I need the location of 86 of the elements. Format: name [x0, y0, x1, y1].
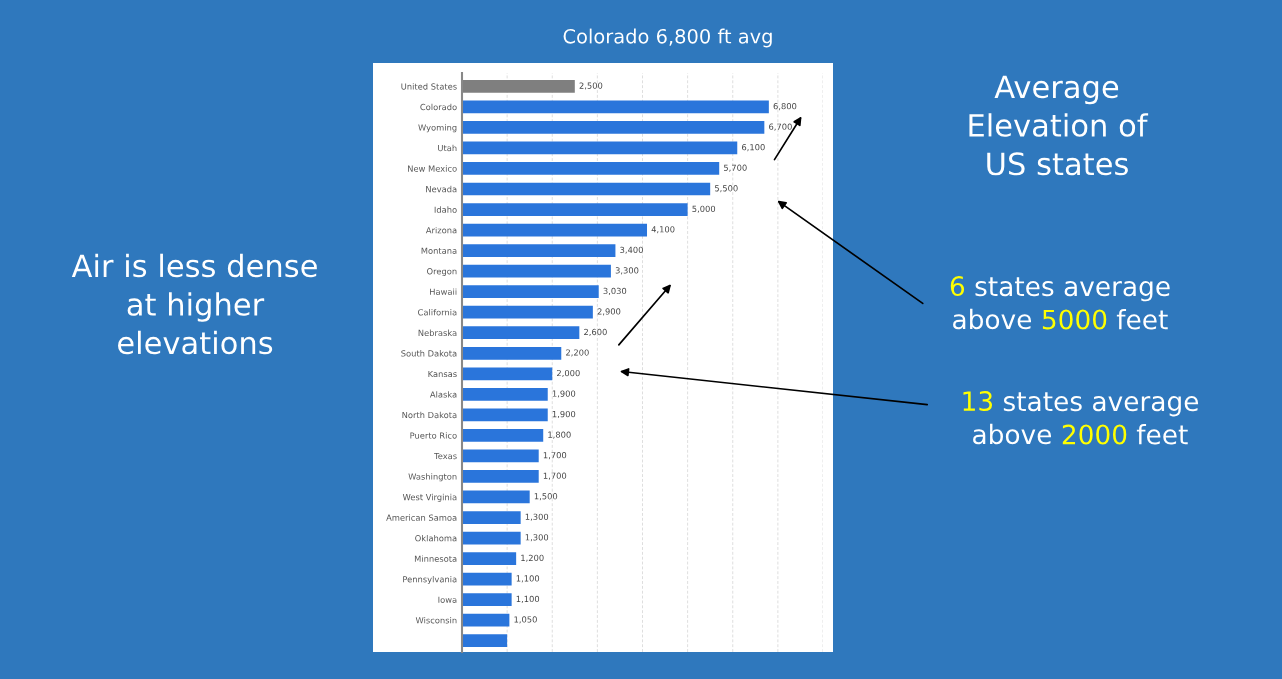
bar	[462, 305, 593, 319]
y-tick-label: Nebraska	[418, 329, 457, 337]
bar	[462, 511, 521, 524]
bar	[462, 162, 720, 175]
bar	[462, 141, 738, 155]
bar	[462, 572, 512, 586]
bar	[462, 121, 765, 134]
y-tick-label: Arizona	[425, 226, 457, 234]
bar	[462, 223, 648, 237]
y-tick-label: Utah	[438, 144, 457, 152]
bar	[462, 552, 517, 565]
bar	[462, 326, 580, 340]
chart-title: Colorado 6,800 ft avg	[563, 28, 772, 48]
bar	[462, 367, 553, 381]
data-label: 6,800	[773, 102, 797, 111]
data-label: 1,700	[543, 472, 567, 480]
data-label: 5,700	[724, 164, 747, 172]
data-label: 1,800	[548, 431, 571, 439]
bar	[462, 100, 769, 114]
y-tick-label: Oregon	[427, 268, 457, 277]
bar	[462, 449, 539, 463]
y-tick-label: Alaska	[429, 391, 457, 398]
y-tick-label: Texas	[434, 453, 457, 460]
y-tick-label: North Dakota	[402, 411, 457, 419]
y-tick-label: Colorado	[420, 103, 457, 111]
data-label: 6,700	[769, 123, 792, 131]
bar	[462, 408, 548, 422]
data-label: 6,100	[742, 144, 765, 152]
data-label: 1,500	[534, 493, 558, 501]
y-tick-label: Washington	[408, 473, 457, 482]
data-label: 1,100	[516, 595, 540, 603]
data-label: 3,030	[603, 287, 627, 295]
bar	[462, 634, 508, 648]
y-tick-label: Minnesota	[414, 555, 457, 562]
bar	[462, 264, 611, 278]
bar	[462, 285, 599, 299]
data-label: 3,300	[615, 267, 639, 275]
y-tick-label: Puerto Rico	[410, 432, 457, 439]
bar	[462, 470, 539, 483]
y-tick-label: South Dakota	[401, 350, 457, 357]
data-label: 5,500	[715, 185, 738, 193]
bar	[462, 613, 510, 627]
data-label: 2,900	[597, 308, 621, 316]
data-label: 1,100	[516, 575, 540, 583]
y-tick-label: New Mexico	[408, 165, 457, 172]
text: Average Elevation of US states	[969, 75, 1149, 176]
y-tick-label: Iowa	[438, 596, 457, 603]
data-label: 1,300	[525, 534, 549, 542]
data-label: 4,100	[651, 226, 675, 234]
bar	[462, 203, 688, 216]
text: 6 states average above 5000 feet	[950, 276, 1170, 330]
y-tick-label: Hawaii	[430, 288, 457, 295]
data-label: 2,500	[579, 82, 603, 90]
data-label: 3,400	[620, 246, 643, 254]
data-label: 2,600	[584, 328, 607, 336]
data-label: 1,700	[543, 452, 567, 460]
data-label: 1,900	[552, 410, 576, 419]
y-tick-label: West Virginia	[402, 493, 457, 502]
y-tick-label: Montana	[421, 247, 457, 254]
bar	[462, 593, 512, 607]
y-tick-label: Pennsylvania	[403, 575, 457, 585]
bar	[462, 429, 544, 442]
bar	[462, 244, 616, 257]
text: 13 states average above 2000 feet	[963, 391, 1199, 445]
y-tick-label: Nevada	[426, 185, 457, 193]
text: Air is less dense at higher elevations	[71, 253, 317, 355]
data-label: 1,200	[521, 554, 544, 562]
data-label: 1,300	[525, 513, 549, 521]
y-tick-label: Wyoming	[418, 124, 457, 133]
data-label: 1,050	[514, 616, 537, 624]
y-tick-label: American Samoa	[386, 514, 457, 521]
y-tick-label: Wisconsin	[415, 617, 457, 624]
bar	[462, 490, 530, 504]
data-label: 5,000	[692, 205, 716, 213]
y-tick-label: California	[418, 309, 457, 316]
y-tick-label: Oklahoma	[415, 534, 457, 542]
y-tick-label: United States	[401, 83, 457, 90]
y-tick-label: Kansas	[428, 370, 457, 378]
data-label: 2,000	[557, 369, 580, 378]
data-label: 2,200	[566, 349, 589, 357]
bar	[462, 346, 562, 360]
y-tick-label: Idaho	[434, 206, 457, 213]
bar	[462, 182, 711, 196]
data-label: 1,900	[552, 390, 576, 398]
bar	[462, 387, 548, 401]
bar	[462, 531, 521, 545]
